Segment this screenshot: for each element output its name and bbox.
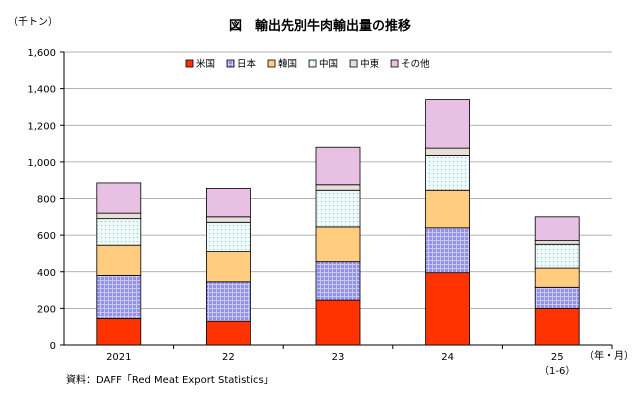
- legend-swatch: [349, 59, 358, 68]
- bar-segment: [534, 307, 580, 346]
- bar-segment: [96, 218, 142, 246]
- legend-swatch: [185, 59, 194, 68]
- bar-segment: [425, 272, 471, 346]
- legend-label: その他: [401, 58, 430, 70]
- bar-segment: [425, 227, 471, 274]
- legend-label: 韓国: [278, 59, 297, 70]
- y-tick-label: 800: [37, 195, 56, 206]
- legend: 米国 日本 韓国 中国 中東 その他: [185, 58, 430, 70]
- y-unit-label: （千トン）: [8, 16, 58, 28]
- bar-segment: [315, 146, 361, 186]
- bar-segment: [205, 221, 251, 253]
- legend-swatch: [390, 59, 399, 68]
- bar-segment: [315, 189, 361, 228]
- x-tick-label: 2021: [106, 352, 131, 363]
- chart-title: 図 輸出先別牛肉輸出量の推移: [229, 18, 411, 34]
- legend-label: 中国: [319, 58, 338, 70]
- bar-segment: [96, 244, 142, 276]
- bar-segment: [425, 147, 471, 156]
- bar-segment: [534, 216, 580, 242]
- legend-label: 米国: [196, 58, 215, 70]
- bar-segment: [205, 281, 251, 322]
- bar-segment: [534, 243, 580, 269]
- x-axis: 2021 22 23 24 25 （1-6）: [106, 345, 613, 377]
- legend-label: 日本: [237, 58, 257, 70]
- x-tick-label: 22: [222, 352, 235, 363]
- bars: [96, 99, 580, 346]
- bar-segment: [534, 286, 580, 309]
- bar-segment: [205, 320, 251, 346]
- bar-segment: [205, 188, 251, 218]
- bar-segment: [205, 251, 251, 283]
- bar-segment: [96, 182, 142, 214]
- y-tick-label: 0: [50, 341, 56, 352]
- x-tick-sublabel: （1-6）: [539, 365, 575, 377]
- bar-segment: [96, 318, 142, 346]
- bar-segment: [315, 299, 361, 346]
- bar-segment: [534, 240, 580, 245]
- y-tick-label: 1,400: [27, 85, 56, 96]
- bar-segment: [425, 99, 471, 149]
- bar-segment: [315, 226, 361, 263]
- legend-swatch: [267, 59, 276, 68]
- bar-segment: [315, 184, 361, 191]
- x-tick-label: 25: [551, 352, 564, 363]
- x-tick-label: 24: [441, 352, 454, 363]
- bar-segment: [205, 216, 251, 223]
- legend-swatch: [308, 59, 317, 68]
- bar-segment: [534, 267, 580, 288]
- legend-swatch: [226, 59, 235, 68]
- bar-segment: [96, 212, 142, 220]
- x-tick-label: 23: [332, 352, 345, 363]
- x-unit-label: （年・月）: [584, 349, 634, 362]
- y-tick-label: 600: [37, 231, 56, 242]
- bar-segment: [315, 261, 361, 301]
- y-tick-label: 1,000: [27, 158, 56, 169]
- bar-segment: [96, 275, 142, 319]
- y-tick-label: 200: [37, 304, 56, 315]
- bar-segment: [425, 189, 471, 229]
- y-tick-label: 400: [37, 268, 56, 279]
- y-tick-label: 1,600: [27, 48, 56, 59]
- y-tick-label: 1,200: [27, 121, 56, 132]
- source-note: 資料：DAFF「Red Meat Export Statistics」: [66, 373, 274, 386]
- legend-label: 中東: [360, 58, 380, 70]
- bar-segment: [425, 155, 471, 191]
